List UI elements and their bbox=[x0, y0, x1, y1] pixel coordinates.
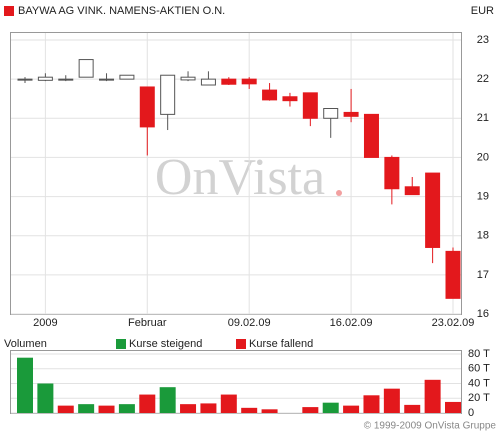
y-tick-label: 17 bbox=[477, 269, 489, 281]
volume-bar bbox=[241, 407, 258, 413]
y-tick-label: 0 bbox=[468, 407, 474, 419]
volume-bar bbox=[343, 405, 360, 413]
volume-bar bbox=[424, 379, 441, 413]
volume-title: Volumen bbox=[4, 338, 47, 350]
y-tick-label: 22 bbox=[477, 73, 489, 85]
volume-bar bbox=[78, 404, 95, 413]
candle-body bbox=[58, 78, 74, 81]
volume-bar bbox=[57, 405, 74, 413]
x-tick-label: 2009 bbox=[33, 317, 57, 329]
volume-bar bbox=[200, 403, 217, 413]
x-tick-label: Februar bbox=[128, 317, 167, 329]
candle-body bbox=[37, 76, 53, 81]
volume-bar bbox=[98, 405, 115, 413]
candle-body bbox=[404, 186, 420, 196]
x-tick-label: 09.02.09 bbox=[228, 317, 271, 329]
y-tick-label: 20 bbox=[477, 151, 489, 163]
candle-body bbox=[425, 172, 441, 248]
volume-bar bbox=[445, 401, 461, 413]
volume-bar bbox=[118, 404, 135, 413]
legend-label: Kurse fallend bbox=[249, 338, 313, 350]
volume-bar bbox=[322, 402, 339, 413]
title-icon bbox=[4, 6, 14, 16]
volume-bar bbox=[383, 388, 400, 413]
volume-bar bbox=[302, 407, 319, 413]
candle-body bbox=[160, 74, 176, 115]
y-tick-label: 21 bbox=[477, 112, 489, 124]
volume-bar bbox=[261, 409, 278, 413]
y-tick-label: 80 T bbox=[468, 348, 490, 360]
candle-body bbox=[78, 59, 94, 78]
candle-body bbox=[221, 78, 237, 85]
volume-bar bbox=[17, 357, 33, 413]
candle-body bbox=[282, 96, 298, 102]
copyright: © 1999-2009 OnVista Gruppe bbox=[364, 421, 497, 432]
candle-body bbox=[17, 78, 33, 81]
y-tick-label: 23 bbox=[477, 34, 489, 46]
legend-swatch bbox=[116, 339, 126, 349]
candle-body bbox=[99, 78, 115, 81]
candle-body bbox=[302, 92, 318, 119]
y-tick-label: 16 bbox=[477, 308, 489, 320]
candle-body bbox=[180, 76, 196, 81]
y-tick-label: 18 bbox=[477, 230, 489, 242]
candle-body bbox=[119, 74, 135, 80]
x-tick-label: 16.02.09 bbox=[330, 317, 373, 329]
volume-bar bbox=[37, 383, 54, 413]
y-tick-label: 20 T bbox=[468, 392, 490, 404]
y-tick-label: 19 bbox=[477, 190, 489, 202]
candle-body bbox=[343, 111, 359, 117]
volume-bar bbox=[220, 394, 237, 413]
watermark-dot bbox=[336, 190, 342, 196]
volume-bar bbox=[180, 404, 197, 413]
candle-body bbox=[384, 156, 400, 190]
volume-bar bbox=[363, 395, 380, 413]
candle-body bbox=[363, 113, 379, 158]
y-tick-label: 60 T bbox=[468, 363, 490, 375]
candle-body bbox=[445, 250, 461, 299]
volume-bar bbox=[139, 394, 156, 413]
legend-label: Kurse steigend bbox=[129, 338, 202, 350]
chart-title: BAYWA AG VINK. NAMENS-AKTIEN O.N. bbox=[18, 5, 225, 17]
candle-body bbox=[323, 108, 339, 119]
candle-body bbox=[200, 78, 216, 86]
x-tick-label: 23.02.09 bbox=[432, 317, 475, 329]
volume-bar bbox=[404, 404, 421, 413]
volume-bar bbox=[159, 387, 176, 413]
candle-body bbox=[139, 86, 155, 128]
legend-swatch bbox=[236, 339, 246, 349]
candle-body bbox=[262, 89, 278, 101]
y-tick-label: 40 T bbox=[468, 377, 490, 389]
currency: EUR bbox=[471, 5, 494, 17]
candle-body bbox=[241, 78, 257, 85]
